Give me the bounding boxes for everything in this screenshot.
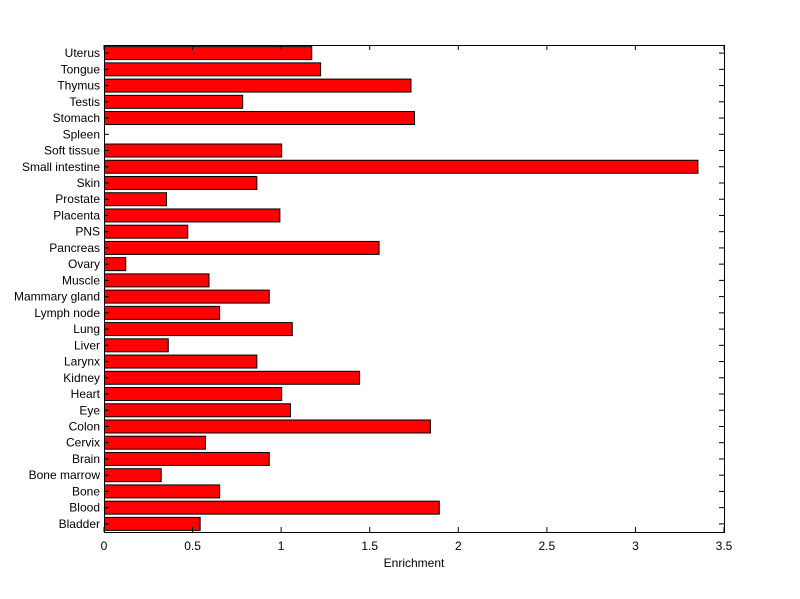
x-axis-label: Enrichment (384, 556, 445, 570)
y-tick-label-uterus: Uterus (65, 46, 100, 60)
x-tick-label-1: 0.5 (184, 539, 201, 553)
bars-group (104, 46, 699, 531)
bar-heart (104, 387, 283, 402)
y-tick-label-small-intestine: Small intestine (22, 160, 100, 174)
bar-colon (104, 419, 431, 434)
bar-tongue (104, 62, 322, 77)
bar-pns (104, 224, 189, 239)
bar-kidney (104, 370, 361, 385)
y-tick-label-thymus: Thymus (57, 79, 100, 93)
bar-liver (104, 338, 169, 353)
y-tick-label-skin: Skin (77, 176, 100, 190)
y-tick-label-lymph-node: Lymph node (34, 306, 100, 320)
y-tick-label-testis: Testis (69, 95, 100, 109)
bar-testis (104, 94, 244, 109)
bar-eye (104, 403, 291, 418)
bar-bone (104, 484, 221, 499)
bar-placenta (104, 208, 281, 223)
y-tick-label-pancreas: Pancreas (49, 241, 100, 255)
bar-blood (104, 500, 440, 515)
y-tick-label-pns: PNS (75, 225, 100, 239)
bar-small-intestine (104, 159, 699, 174)
bar-lung (104, 322, 293, 337)
bar-stomach (104, 111, 415, 126)
bar-pancreas (104, 240, 380, 255)
bar-prostate (104, 192, 167, 207)
y-tick-label-brain: Brain (72, 452, 100, 466)
x-tick-label-5: 2.5 (539, 539, 556, 553)
y-tick-label-spleen: Spleen (63, 127, 100, 141)
bar-lymph-node (104, 305, 221, 320)
y-tick-label-placenta: Placenta (53, 208, 100, 222)
y-tick-label-mammary-gland: Mammary gland (14, 290, 100, 304)
x-tick-label-3: 1.5 (361, 539, 378, 553)
y-tick-label-bone: Bone (72, 484, 100, 498)
y-tick-label-muscle: Muscle (62, 273, 100, 287)
bar-larynx (104, 354, 258, 369)
y-tick-label-soft-tissue: Soft tissue (44, 144, 100, 158)
bar-bladder (104, 516, 201, 531)
y-tick-label-heart: Heart (71, 387, 101, 401)
bar-brain (104, 451, 270, 466)
y-tick-label-prostate: Prostate (55, 192, 100, 206)
y-tick-label-colon: Colon (69, 419, 100, 433)
x-tick-label-6: 3 (632, 539, 639, 553)
y-tick-label-bone-marrow: Bone marrow (29, 468, 101, 482)
bar-thymus (104, 78, 412, 93)
bar-soft-tissue (104, 143, 283, 158)
bar-cervix (104, 435, 206, 450)
y-tick-label-blood: Blood (69, 501, 100, 515)
y-tick-label-larynx: Larynx (64, 355, 100, 369)
bar-muscle (104, 273, 210, 288)
y-tick-label-stomach: Stomach (53, 111, 100, 125)
plot-area-frame (104, 45, 725, 533)
x-tick-label-2: 1 (278, 539, 285, 553)
y-axis-ticks: Bladder Blood Bone Bone marrow Brain Cervix Co… (14, 46, 724, 531)
y-tick-label-ovary: Ovary (68, 257, 100, 271)
bar-mammary-gland (104, 289, 270, 304)
y-tick-label-liver: Liver (74, 338, 100, 352)
x-tick-label-7: 3.5 (716, 539, 733, 553)
bar-skin (104, 175, 258, 190)
y-tick-label-cervix: Cervix (66, 436, 100, 450)
y-tick-label-lung: Lung (73, 322, 100, 336)
y-tick-label-eye: Eye (79, 403, 100, 417)
x-tick-label-4: 2 (455, 539, 462, 553)
x-tick-label-0: 0 (101, 539, 108, 553)
y-tick-label-kidney: Kidney (63, 371, 100, 385)
y-tick-label-bladder: Bladder (59, 517, 100, 531)
bar-bone-marrow (104, 468, 162, 483)
y-tick-label-tongue: Tongue (61, 62, 101, 76)
